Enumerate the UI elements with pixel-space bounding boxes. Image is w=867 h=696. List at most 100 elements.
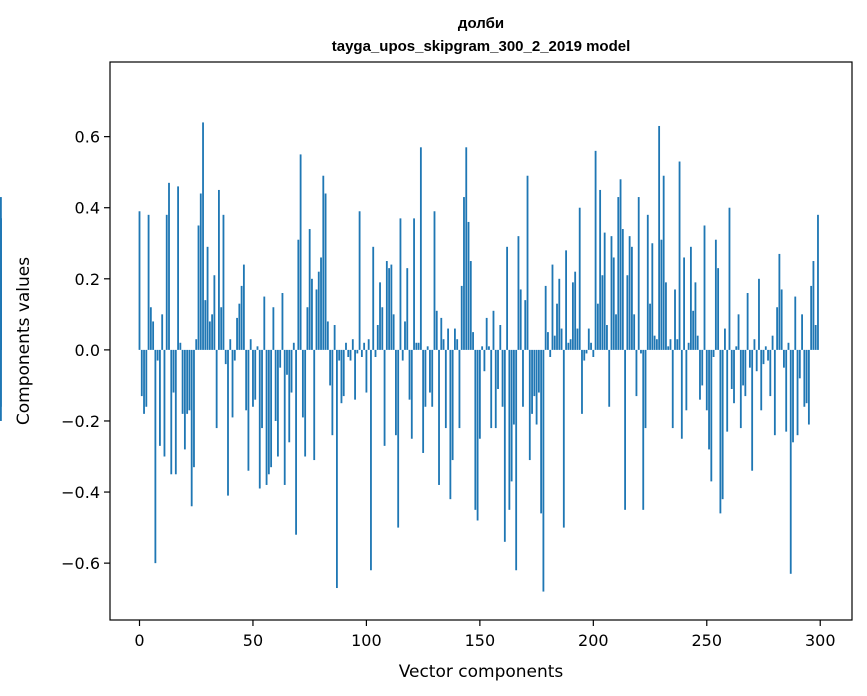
bar-73 <box>304 349 307 457</box>
bar-150 <box>478 349 481 439</box>
bar-259 <box>726 349 729 432</box>
bar-62 <box>279 349 282 368</box>
bar-244 <box>692 310 695 350</box>
bar-292 <box>801 314 803 350</box>
bar-187 <box>562 349 565 528</box>
bar-232 <box>665 282 667 350</box>
bar-102 <box>370 349 372 571</box>
bar-56 <box>265 349 268 485</box>
bar-166 <box>515 349 518 571</box>
bar-87 <box>336 349 338 589</box>
bar-30 <box>206 246 209 350</box>
bar-12 <box>165 214 168 350</box>
bar-238 <box>678 161 681 350</box>
bar-13 <box>168 182 170 350</box>
y-tick-label: 0.6 <box>75 128 100 147</box>
bar-159 <box>499 325 502 350</box>
bar-296 <box>810 285 813 350</box>
bar-177 <box>540 349 543 514</box>
bar-142 <box>460 285 463 350</box>
bar-176 <box>537 349 540 393</box>
bar-31 <box>208 321 211 350</box>
bar-55 <box>263 296 266 350</box>
bar-20 <box>183 349 186 450</box>
bar-147 <box>472 332 474 350</box>
y-tick-label: −0.6 <box>61 554 100 573</box>
bar-158 <box>497 349 499 389</box>
y-tick-label: −0.4 <box>61 483 100 502</box>
bar-169 <box>522 349 524 407</box>
bar-212 <box>619 179 622 350</box>
bar-53 <box>258 349 261 489</box>
bar-299 <box>817 214 819 350</box>
bar-115 <box>399 218 402 350</box>
bar-254 <box>714 239 717 350</box>
bar-91 <box>345 342 347 350</box>
bar-37 <box>222 214 225 350</box>
bar-89 <box>340 349 343 404</box>
bar-287 <box>789 349 792 574</box>
bar-119 <box>408 349 411 400</box>
bar-66 <box>288 349 291 443</box>
bar-289 <box>794 296 797 350</box>
bar-124 <box>419 147 422 350</box>
bar-48 <box>247 349 250 471</box>
bar-135 <box>444 349 447 429</box>
bar-277 <box>767 349 769 361</box>
bar-10 <box>161 314 164 350</box>
bar-227 <box>653 335 656 350</box>
bar-45 <box>240 285 243 350</box>
bar-165 <box>512 349 515 425</box>
bar-248 <box>701 349 704 386</box>
x-tick-label: 250 <box>692 631 723 650</box>
x-tick-label: 50 <box>243 631 263 650</box>
bar-207 <box>608 349 611 407</box>
bar-59 <box>272 307 275 350</box>
bar-251 <box>708 349 710 450</box>
bar-258 <box>724 328 726 350</box>
bar-196 <box>583 349 586 361</box>
bar-285 <box>785 349 788 432</box>
bar-151 <box>481 346 484 350</box>
bar-52 <box>256 346 259 350</box>
bar-95 <box>354 349 356 400</box>
chart-subtitle: tayga_upos_skipgram_300_2_2019 model <box>332 38 631 55</box>
bar-170 <box>524 300 527 350</box>
bar-198 <box>587 328 590 350</box>
bar-145 <box>467 221 470 350</box>
bar-270 <box>751 349 754 471</box>
bar-117 <box>404 321 406 350</box>
bar-129 <box>431 349 434 407</box>
bar-118 <box>406 268 409 350</box>
bar-253 <box>712 349 715 357</box>
bar-242 <box>687 342 690 350</box>
bar-217 <box>630 246 633 350</box>
bar-250 <box>705 349 708 411</box>
bar-121 <box>413 218 415 350</box>
bar-58 <box>270 349 273 468</box>
bar-126 <box>424 349 427 407</box>
bar-97 <box>358 211 361 350</box>
bar-219 <box>635 349 638 397</box>
bar-84 <box>329 349 332 386</box>
bar-162 <box>506 246 509 350</box>
bar-152 <box>483 349 486 372</box>
bar-286 <box>787 342 790 350</box>
bar-46 <box>242 264 245 350</box>
bar-65 <box>286 349 288 375</box>
bar-2 <box>143 349 145 414</box>
bar-123 <box>417 342 420 350</box>
bar-193 <box>576 328 579 350</box>
bar-231 <box>662 175 665 350</box>
bar-280 <box>773 349 776 436</box>
bar-203 <box>599 189 602 350</box>
bar-57 <box>267 349 270 475</box>
bar-49 <box>249 339 252 350</box>
bar-181 <box>549 349 552 357</box>
bar-155 <box>490 349 493 429</box>
bar-68 <box>292 342 295 350</box>
bar-260 <box>728 207 731 350</box>
bar-17 <box>177 186 179 350</box>
bar-141 <box>458 349 461 429</box>
bar-189 <box>567 342 570 350</box>
